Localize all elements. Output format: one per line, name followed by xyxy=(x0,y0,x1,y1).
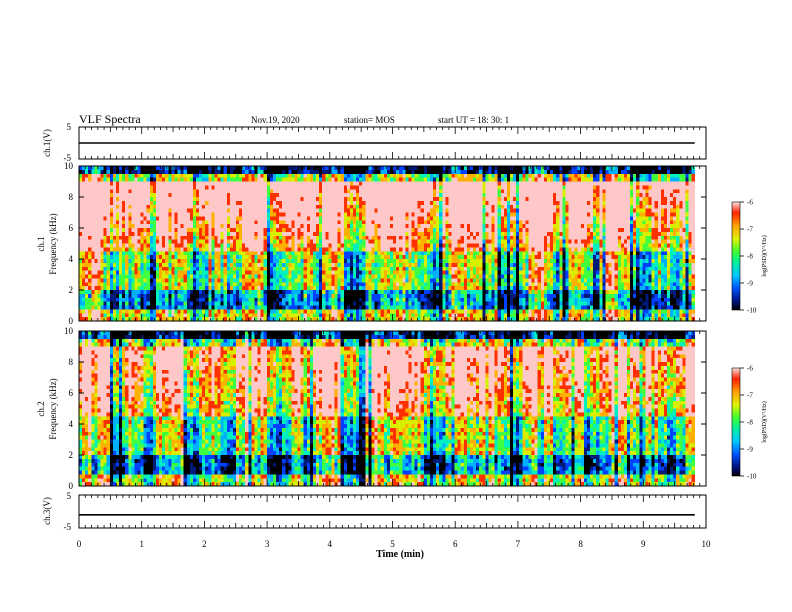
ch1-waveform-ylabel: ch.1(V) xyxy=(42,129,52,157)
figure-title: VLF Spectra xyxy=(79,112,141,126)
colorbar-tick-label: -10 xyxy=(747,473,757,481)
ch3-waveform-ylabel: ch.3(V) xyxy=(42,497,52,525)
ch2-spectrogram-ylabel-frequency: Frequency (kHz) xyxy=(48,378,58,439)
ch3-ytick-min: -5 xyxy=(64,522,72,532)
time-tick-label: 10 xyxy=(702,539,712,549)
spectrogram-ytick-label: 0 xyxy=(69,481,74,491)
ch1-ytick-min: -5 xyxy=(64,153,72,163)
ch1-spectrogram-image xyxy=(79,166,696,322)
spectrogram-ytick-label: 6 xyxy=(69,223,74,233)
colorbar-tick-label: -6 xyxy=(747,199,753,207)
colorbar-tick-label: -7 xyxy=(747,226,753,234)
date-label: Nov.19, 2020 xyxy=(251,115,300,125)
ch3-ytick-max: 5 xyxy=(67,491,72,501)
spectrogram-ytick-label: 2 xyxy=(69,285,74,295)
ch2-colorbar: -6 -7 -8 -9 -10 log(PSD)(V²/Hz) xyxy=(731,365,768,481)
ch2-colorbar-title: log(PSD)(V²/Hz) xyxy=(761,401,768,442)
ch1-colorbar-scale xyxy=(731,201,741,311)
ch1-spectrogram-ylabel-frequency: Frequency (kHz) xyxy=(48,213,58,274)
time-tick-label: 3 xyxy=(265,539,270,549)
ch2-spectrogram-image xyxy=(79,331,696,487)
colorbar-tick-label: -8 xyxy=(747,419,753,427)
time-tick-label: 6 xyxy=(453,539,458,549)
ch2-spectrogram-panel: 0 2 4 6 8 10 ch.2 Frequency (kHz) xyxy=(36,326,707,491)
spectrogram-ytick-label: 4 xyxy=(69,419,74,429)
colorbar-tick-label: -9 xyxy=(747,280,753,288)
ch1-ytick-max: 5 xyxy=(67,122,72,132)
time-axis-label: Time (min) xyxy=(376,549,424,560)
colorbar-tick-label: -9 xyxy=(747,446,753,454)
time-tick-label: 4 xyxy=(328,539,333,549)
colorbar-tick-label: -8 xyxy=(747,253,753,261)
spectrogram-ytick-label: 8 xyxy=(69,192,74,202)
station-label: station= MOS xyxy=(344,115,395,125)
spectrogram-ytick-label: 10 xyxy=(64,161,74,171)
ch2-colorbar-scale xyxy=(731,367,741,477)
spectrogram-ytick-label: 4 xyxy=(69,254,74,264)
spectrogram-ytick-label: 2 xyxy=(69,450,74,460)
spectrogram-ytick-label: 10 xyxy=(64,326,74,336)
ch1-colorbar: -6 -7 -8 -9 -10 log(PSD)(V²/Hz) xyxy=(731,199,768,315)
time-tick-label: 1 xyxy=(139,539,144,549)
spectrogram-ytick-label: 6 xyxy=(69,388,74,398)
start-time-label: start UT = 18: 30: 1 xyxy=(438,115,509,125)
spectrogram-ytick-label: 0 xyxy=(69,316,74,326)
time-tick-label: 8 xyxy=(578,539,583,549)
time-axis: 0 1 2 3 4 5 6 7 8 9 10 xyxy=(77,127,711,549)
ch1-spectrogram-panel: 0 2 4 6 8 10 ch.1 Frequency (kHz) xyxy=(36,161,707,326)
time-tick-label: 7 xyxy=(516,539,521,549)
colorbar-tick-label: -7 xyxy=(747,392,753,400)
ch1-colorbar-title: log(PSD)(V²/Hz) xyxy=(761,235,768,276)
ch2-spectrogram-ylabel-channel: ch.2 xyxy=(36,401,46,416)
colorbar-tick-label: -10 xyxy=(747,307,757,315)
colorbar-tick-label: -6 xyxy=(747,365,753,373)
ch1-spectrogram-ylabel-channel: ch.1 xyxy=(36,236,46,251)
time-tick-label: 2 xyxy=(202,539,207,549)
time-tick-label: 5 xyxy=(390,539,395,549)
spectrogram-ytick-label: 8 xyxy=(69,357,74,367)
time-tick-label: 9 xyxy=(641,539,646,549)
time-tick-label: 0 xyxy=(77,539,82,549)
